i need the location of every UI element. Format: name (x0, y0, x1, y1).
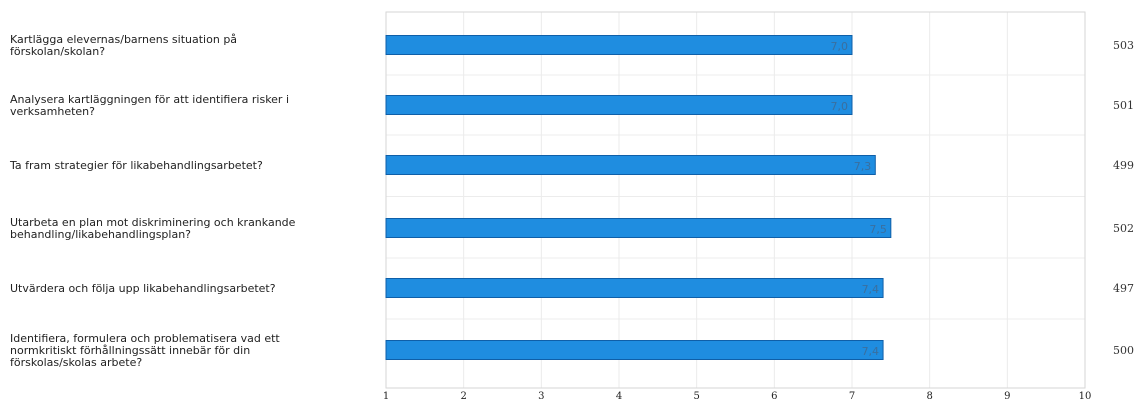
x-tick-label: 3 (538, 391, 544, 401)
plot-border (385, 11, 1086, 389)
plot-frame (385, 11, 1086, 389)
value-label: 7,4 (862, 283, 880, 296)
value-label: 7,0 (831, 100, 849, 113)
response-count: 503 (1113, 39, 1134, 52)
bar (385, 278, 884, 298)
response-count: 502 (1113, 222, 1134, 235)
response-counts: 503 501 499 502 497 500 (1113, 39, 1134, 357)
response-count: 500 (1113, 344, 1134, 357)
category-label: Analysera kartläggningen för att identif… (10, 93, 289, 118)
value-label: 7,0 (831, 40, 849, 53)
grid-lines (385, 11, 1086, 389)
x-tick-label: 6 (771, 391, 777, 401)
response-count: 499 (1113, 159, 1134, 172)
category-label: Utvärdera och följa upp likabehandlingsa… (10, 282, 276, 295)
x-tick-label: 10 (1079, 391, 1092, 401)
x-tick-label: 9 (1004, 391, 1010, 401)
bars: 7,0 7,0 7,3 7,5 7,4 7,4 (385, 35, 892, 360)
bar (385, 155, 876, 175)
bar (385, 340, 884, 360)
category-label: Utarbeta en plan mot diskriminering och … (10, 216, 296, 241)
x-tick-label: 5 (693, 391, 699, 401)
bar (385, 95, 853, 115)
x-axis-ticks: 1 2 3 4 5 6 7 8 9 10 (383, 391, 1092, 401)
x-tick-label: 4 (616, 391, 622, 401)
x-tick-label: 7 (849, 391, 855, 401)
category-label: Identifiera, formulera och problematiser… (10, 332, 280, 369)
value-label: 7,4 (862, 345, 880, 358)
x-tick-label: 2 (460, 391, 466, 401)
category-label: Ta fram strategier för likabehandlingsar… (9, 159, 263, 172)
category-labels: Kartlägga elevernas/barnens situation på… (9, 33, 296, 369)
bar (385, 35, 853, 55)
response-count: 501 (1113, 99, 1134, 112)
x-tick-label: 1 (383, 391, 389, 401)
category-label: Kartlägga elevernas/barnens situation på… (10, 33, 237, 58)
value-label: 7,3 (854, 160, 872, 173)
response-count: 497 (1113, 282, 1134, 295)
value-label: 7,5 (869, 223, 887, 236)
x-tick-label: 8 (926, 391, 932, 401)
bar (385, 218, 892, 238)
